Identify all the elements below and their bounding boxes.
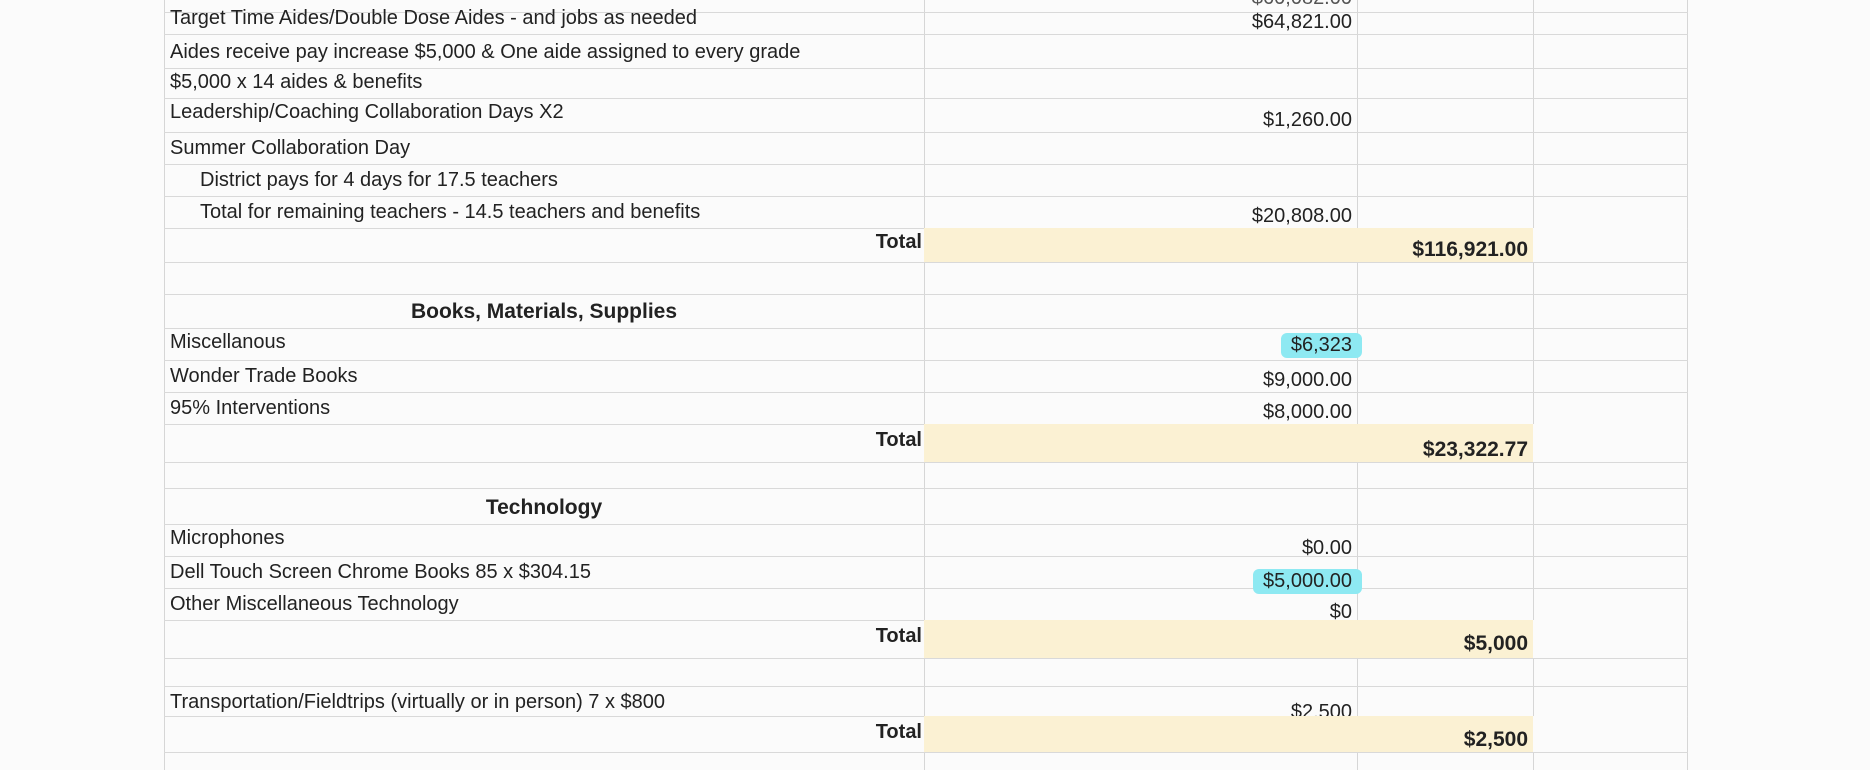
table-row — [164, 462, 1688, 489]
section-heading: Technology — [485, 496, 603, 519]
grid-line — [1357, 0, 1358, 770]
section-total: $2,500 — [1463, 728, 1528, 751]
table-row: Wonder Trade Books $9,000.00 — [164, 360, 1688, 393]
row-description: Target Time Aides/Double Dose Aides - an… — [170, 7, 697, 29]
row-description: Other Miscellaneous Technology — [170, 593, 459, 615]
budget-sheet: $60,082.00 Target Time Aides/Double Dose… — [164, 0, 1688, 770]
section-heading-row: Books, Materials, Supplies — [164, 294, 1688, 329]
table-row: Total for remaining teachers - 14.5 teac… — [164, 196, 1688, 229]
section-heading-row: Technology — [164, 488, 1688, 525]
section-total: $23,322.77 — [1422, 438, 1528, 461]
row-description: Leadership/Coaching Collaboration Days X… — [170, 101, 564, 123]
total-row: Total $5,000 — [164, 620, 1688, 659]
total-row: Total $23,322.77 — [164, 424, 1688, 463]
row-description: Wonder Trade Books — [170, 365, 358, 387]
section-total: $5,000 — [1463, 632, 1528, 655]
section-total: $116,921.00 — [1412, 238, 1528, 261]
section-heading: Books, Materials, Supplies — [410, 300, 678, 323]
grid-line — [164, 0, 165, 770]
grid-line — [1533, 0, 1534, 770]
total-label: Total — [875, 625, 922, 647]
table-row — [164, 752, 1688, 770]
total-fill — [924, 424, 1687, 462]
total-label: Total — [875, 721, 922, 743]
table-row: 95% Interventions $8,000.00 — [164, 392, 1688, 425]
table-row: $60,082.00 — [164, 0, 1688, 13]
table-row: Other Miscellaneous Technology $0 — [164, 588, 1688, 623]
row-description: Miscellanous — [170, 331, 286, 353]
grid-line — [1687, 0, 1688, 770]
grid-line — [924, 0, 925, 770]
table-row: Transportation/Fieldtrips (virtually or … — [164, 686, 1688, 723]
row-description: Dell Touch Screen Chrome Books 85 x $304… — [170, 561, 591, 583]
row-description: Summer Collaboration Day — [170, 137, 411, 159]
table-row: Dell Touch Screen Chrome Books 85 x $304… — [164, 556, 1688, 594]
table-row — [164, 658, 1688, 687]
table-row: Miscellanous $6,323 — [164, 328, 1688, 361]
row-amount: $64,821.00 — [1251, 11, 1352, 33]
row-amount: $8,000.00 — [1263, 401, 1352, 423]
table-row: Summer Collaboration Day — [164, 132, 1688, 165]
row-description: Total for remaining teachers - 14.5 teac… — [200, 201, 701, 223]
row-amount: $0.00 — [1301, 537, 1352, 559]
row-amount: $0 — [1329, 601, 1352, 623]
row-description: District pays for 4 days for 17.5 teache… — [200, 169, 558, 191]
highlighted-amount: $5,000.00 — [1253, 569, 1362, 594]
table-row — [164, 262, 1688, 295]
table-row: District pays for 4 days for 17.5 teache… — [164, 164, 1688, 197]
row-description: $5,000 x 14 aides & benefits — [170, 71, 423, 93]
highlighted-amount: $6,323 — [1280, 333, 1362, 358]
total-fill — [924, 228, 1687, 262]
row-description: Aides receive pay increase $5,000 & One … — [170, 41, 801, 63]
total-fill — [924, 620, 1687, 658]
table-row: Leadership/Coaching Collaboration Days X… — [164, 98, 1688, 133]
partial-amount: $60,082.00 — [1252, 0, 1352, 10]
total-row: Total $116,921.00 — [164, 228, 1688, 263]
total-label: Total — [875, 231, 922, 253]
row-amount: $9,000.00 — [1263, 369, 1352, 391]
row-description: Transportation/Fieldtrips (virtually or … — [170, 691, 666, 713]
total-row: Total $2,500 — [164, 716, 1688, 753]
row-amount: $20,808.00 — [1251, 205, 1352, 227]
table-row: Microphones $0.00 — [164, 524, 1688, 559]
total-label: Total — [875, 429, 922, 451]
row-amount: $1,260.00 — [1263, 109, 1352, 131]
table-row: Aides receive pay increase $5,000 & One … — [164, 34, 1688, 69]
table-row: $5,000 x 14 aides & benefits — [164, 68, 1688, 99]
table-row: Target Time Aides/Double Dose Aides - an… — [164, 0, 1688, 35]
total-fill — [924, 716, 1687, 752]
row-description: 95% Interventions — [170, 397, 331, 419]
row-description: Microphones — [170, 527, 285, 549]
